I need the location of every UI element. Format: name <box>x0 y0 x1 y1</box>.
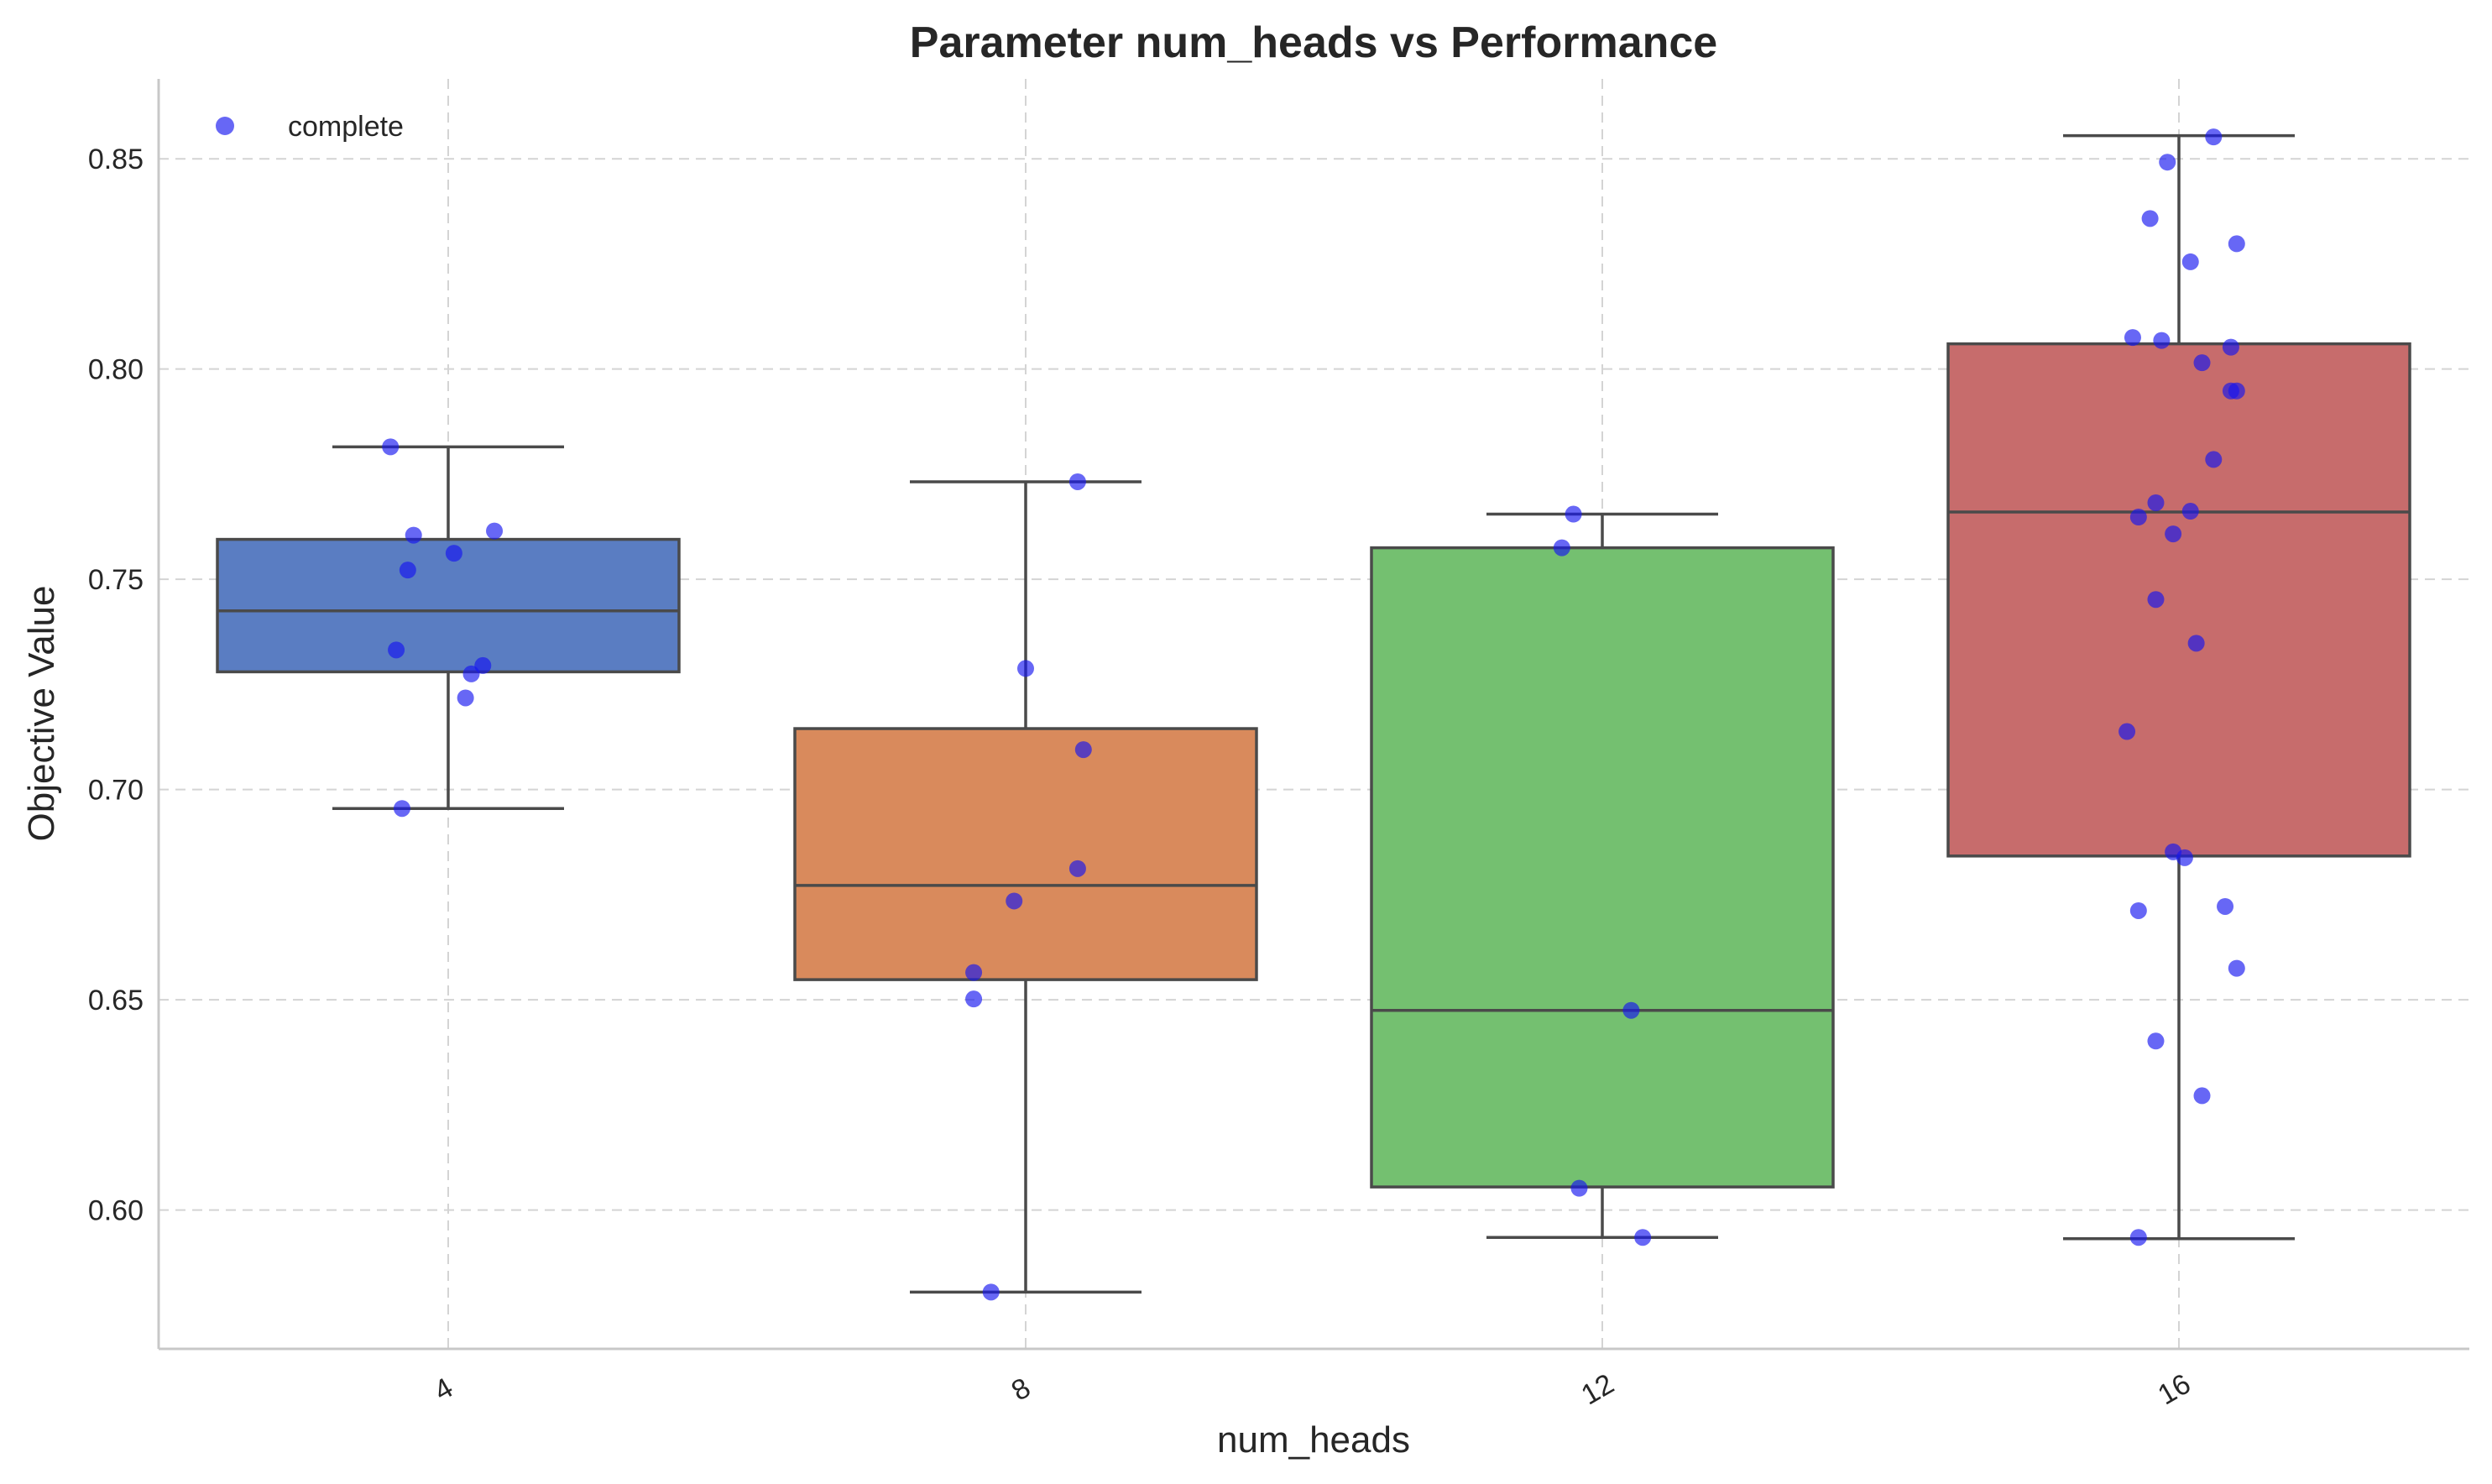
legend-marker <box>216 117 234 135</box>
data-point <box>2187 635 2205 652</box>
data-point <box>1068 473 1086 490</box>
data-point <box>2147 494 2165 512</box>
data-point <box>1017 660 1034 677</box>
data-point <box>2129 901 2147 919</box>
chart-title: Parameter num_heads vs Performance <box>910 18 1717 67</box>
data-point <box>2193 354 2211 372</box>
data-point <box>2165 525 2182 543</box>
data-point <box>2205 128 2223 146</box>
box-group-4 <box>216 445 681 810</box>
box-layer <box>216 133 2411 1294</box>
legend: complete <box>216 111 404 143</box>
box-group-12 <box>1370 512 1835 1239</box>
data-point <box>382 438 400 456</box>
data-point <box>2129 509 2147 526</box>
data-point <box>1634 1229 1652 1246</box>
data-point <box>1570 1179 1588 1197</box>
data-point <box>399 562 416 579</box>
data-point <box>2141 210 2159 227</box>
data-point <box>1622 1001 1640 1019</box>
y-tick-labels: 0.60 0.65 0.70 0.75 0.80 0.85 <box>88 144 144 1226</box>
data-point <box>2228 382 2245 400</box>
data-point <box>2147 591 2165 609</box>
y-tick-label: 0.70 <box>88 775 144 807</box>
data-point <box>1006 892 1023 910</box>
box-iqr <box>1946 342 2411 858</box>
box-iqr <box>793 727 1258 981</box>
y-tick-label: 0.65 <box>88 985 144 1016</box>
data-point <box>486 522 504 540</box>
data-point <box>2124 329 2141 347</box>
y-tick-label: 0.60 <box>88 1195 144 1227</box>
data-point <box>457 689 474 707</box>
data-point <box>1553 539 1570 556</box>
y-tick-label: 0.85 <box>88 144 144 175</box>
data-point <box>2159 154 2176 171</box>
data-point <box>1565 505 1582 523</box>
box-group-8 <box>793 480 1258 1294</box>
data-point <box>2118 723 2136 740</box>
data-point <box>393 800 410 818</box>
y-axis-label: Objective Value <box>21 586 62 842</box>
box-group-16 <box>1946 133 2411 1241</box>
x-axis-label: num_heads <box>1217 1419 1410 1460</box>
y-tick-label: 0.80 <box>88 354 144 386</box>
point-layer <box>382 128 2245 1301</box>
data-point <box>2153 332 2171 349</box>
data-point <box>462 665 480 682</box>
data-point <box>2228 959 2245 977</box>
data-point <box>965 964 983 981</box>
data-point <box>1074 741 1092 759</box>
data-point <box>965 990 983 1008</box>
data-point <box>405 526 422 544</box>
data-point <box>474 656 492 674</box>
data-point <box>2228 235 2245 253</box>
y-tick-label: 0.75 <box>88 564 144 596</box>
data-point <box>1068 860 1086 877</box>
data-point <box>2181 503 2199 520</box>
data-point <box>2217 897 2234 915</box>
data-point <box>2181 253 2199 270</box>
data-point <box>2222 338 2239 356</box>
data-point <box>2129 1229 2147 1246</box>
data-point <box>2176 849 2193 866</box>
data-point <box>2193 1087 2211 1105</box>
data-point <box>445 545 462 562</box>
data-point <box>2147 1032 2165 1050</box>
data-point <box>388 641 405 659</box>
legend-label-complete: complete <box>288 111 404 143</box>
data-point <box>982 1283 1000 1301</box>
box-iqr <box>216 537 681 674</box>
data-point <box>2205 451 2223 468</box>
box-iqr <box>1370 546 1835 1189</box>
